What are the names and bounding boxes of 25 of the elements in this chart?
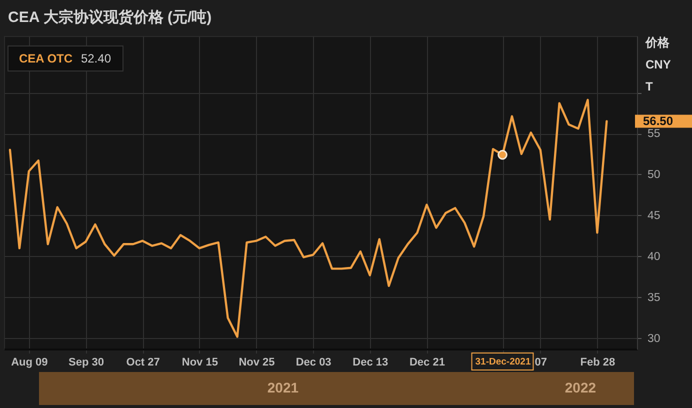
x-tick-label: Dec 03 xyxy=(296,356,332,368)
x-tick-label: Sep 30 xyxy=(68,356,104,368)
x-tick-label: 31-Dec-2021 xyxy=(475,356,532,368)
x-tick-label: Feb 28 xyxy=(580,356,616,368)
y-axis-title: 价格 CNY T xyxy=(644,36,671,94)
y-tick-label: 40 xyxy=(648,250,660,263)
annotation: 52.40 xyxy=(80,52,112,66)
text: CEA OTC xyxy=(19,52,73,66)
text: 2021 xyxy=(267,380,299,396)
y-tick-label: 50 xyxy=(648,168,660,181)
x-tick-label: 07 xyxy=(534,356,548,368)
x-tick-label: Dec 13 xyxy=(352,356,388,368)
y-tick-label: 45 xyxy=(648,210,660,222)
x-tick-label: Oct 27 xyxy=(126,356,160,368)
chart-title: CEA 大宗协议现货价格 (元/吨) xyxy=(8,8,212,26)
y-tick-label: 35 xyxy=(648,292,660,304)
x-tick-label: Dec 21 xyxy=(409,356,445,368)
x-tick-label: Nov 25 xyxy=(238,356,275,368)
line-series xyxy=(8,98,608,338)
y-tick-label: 55 xyxy=(648,128,660,140)
text: 56.50 xyxy=(643,114,674,128)
text: 2022 xyxy=(564,380,596,396)
y-tick-label: 30 xyxy=(648,332,660,345)
x-tick-label: Aug 09 xyxy=(11,356,48,368)
x-tick-label: Nov 15 xyxy=(182,356,218,368)
